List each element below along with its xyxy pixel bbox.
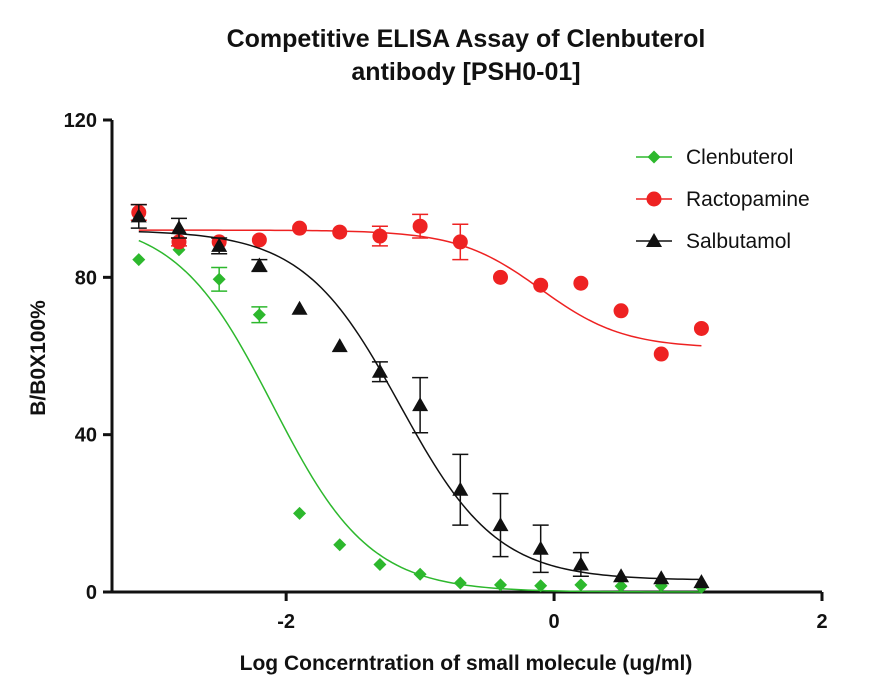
legend: Clenbuterol Ractopamine Salbutamol <box>636 146 810 253</box>
x-tick-label: 0 <box>549 611 560 633</box>
ractopamine-point <box>251 232 267 248</box>
plot-area: 0 40 80 120 -2 0 2 <box>64 110 828 633</box>
ractopamine-point <box>332 224 348 240</box>
salbutamol-point <box>572 556 589 571</box>
ractopamine-point <box>693 320 709 336</box>
clenbuterol-point <box>453 576 467 590</box>
y-tick-label: 0 <box>86 582 97 604</box>
ractopamine-point <box>653 346 669 362</box>
legend-salbutamol-marker <box>646 233 662 247</box>
chart-title-line2: antibody [PSH0-01] <box>351 58 580 86</box>
clenbuterol-point <box>252 308 266 322</box>
salbutamol-point <box>693 574 710 589</box>
legend-ractopamine-marker <box>646 191 662 207</box>
ractopamine-point <box>292 220 308 236</box>
salbutamol-point <box>371 363 388 378</box>
salbutamol-point <box>452 481 469 496</box>
legend-clenbuterol-marker <box>647 150 661 164</box>
clenbuterol-point <box>293 506 307 520</box>
chart-title-line1: Competitive ELISA Assay of Clenbuterol <box>227 25 706 53</box>
salbutamol-point <box>613 568 630 583</box>
ractopamine-point <box>412 218 428 234</box>
salbutamol-point <box>291 300 308 315</box>
x-axis-label: Log Concerntration of small molecule (ug… <box>240 652 693 675</box>
x-tick-label: 2 <box>816 611 827 633</box>
y-tick-label: 120 <box>64 110 97 132</box>
salbutamol-point <box>412 397 429 412</box>
clenbuterol-point <box>333 538 347 552</box>
salbutamol-point <box>331 338 348 353</box>
ractopamine-point <box>452 234 468 250</box>
salbutamol-point <box>251 257 268 272</box>
y-axis-label: B/B0X100% <box>27 300 50 416</box>
ractopamine-point <box>533 277 549 293</box>
legend-ractopamine-label: Ractopamine <box>686 188 810 211</box>
clenbuterol-point <box>373 557 387 571</box>
clenbuterol-point <box>493 578 507 592</box>
clenbuterol-point <box>413 567 427 581</box>
salbutamol-point <box>532 540 549 555</box>
ractopamine-point <box>372 228 388 244</box>
salbutamol-fit-line <box>138 230 702 581</box>
clenbuterol-point <box>614 579 628 593</box>
clenbuterol-point <box>574 578 588 592</box>
x-tick-label: -2 <box>277 611 295 633</box>
clenbuterol-point <box>534 579 548 593</box>
ractopamine-point <box>573 275 589 291</box>
legend-salbutamol-label: Salbutamol <box>686 230 791 253</box>
salbutamol-point <box>130 208 147 223</box>
salbutamol-point <box>170 220 187 235</box>
ractopamine-point <box>492 269 508 285</box>
clenbuterol-point <box>212 272 226 286</box>
salbutamol-point <box>492 517 509 532</box>
ractopamine-point <box>613 303 629 319</box>
salbutamol-point <box>211 237 228 252</box>
y-tick-label: 80 <box>75 267 97 289</box>
clenbuterol-point <box>132 253 146 267</box>
y-tick-label: 40 <box>75 425 97 447</box>
salbutamol-point <box>653 570 670 585</box>
legend-clenbuterol-label: Clenbuterol <box>686 146 793 169</box>
